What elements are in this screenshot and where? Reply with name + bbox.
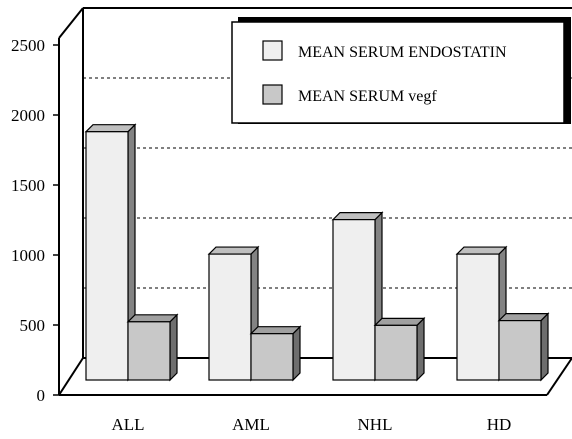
x-tick-label: HD: [487, 415, 512, 434]
y-axis-ticks: 0 500 1000 1500 2000 2500: [11, 36, 59, 405]
bar-nhl-vegf: [375, 318, 424, 380]
y-tick-label: 500: [20, 316, 46, 335]
bar-all-vegf: [128, 315, 177, 380]
x-axis-labels: ALL AML NHL HD: [111, 415, 511, 434]
floor-right-edge: [547, 358, 572, 395]
left-wall-top-edge: [59, 8, 83, 38]
x-tick-label: AML: [232, 415, 270, 434]
legend-swatch-vegf: [263, 85, 282, 104]
legend-swatch-endostatin: [263, 41, 282, 60]
bar-aml-vegf: [251, 327, 300, 380]
legend-box: [232, 22, 564, 123]
y-tick-label: 1000: [11, 246, 45, 265]
x-tick-label: ALL: [111, 415, 144, 434]
bar-hd-vegf: [499, 314, 548, 380]
legend: MEAN SERUM ENDOSTATIN MEAN SERUM vegf: [232, 17, 571, 124]
y-tick-label: 2000: [11, 106, 45, 125]
legend-label-vegf: MEAN SERUM vegf: [298, 88, 437, 105]
bars: [86, 125, 548, 380]
floor-left-edge: [59, 358, 83, 395]
y-tick-label: 1500: [11, 176, 45, 195]
y-tick-label: 0: [37, 386, 46, 405]
y-tick-label: 2500: [11, 36, 45, 55]
x-tick-label: NHL: [358, 415, 393, 434]
legend-label-endostatin: MEAN SERUM ENDOSTATIN: [298, 44, 507, 61]
